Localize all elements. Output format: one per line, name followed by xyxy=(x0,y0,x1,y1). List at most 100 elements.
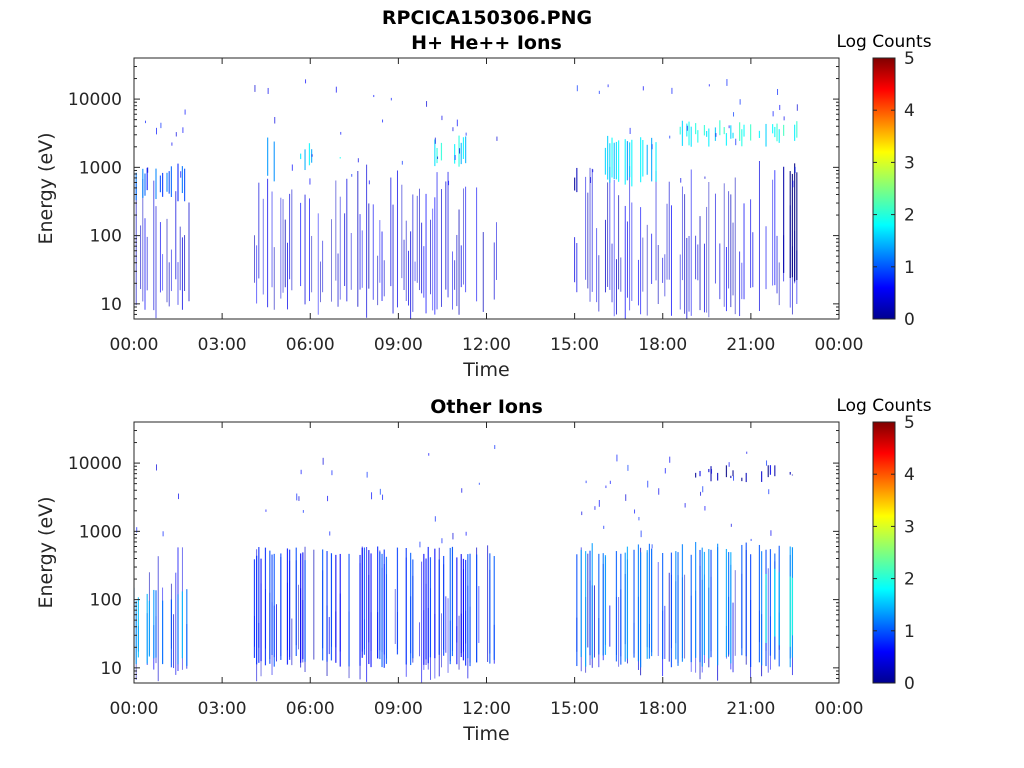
spectrogram-speckle xyxy=(770,530,772,536)
spectrogram-speckle xyxy=(441,538,443,544)
spectrogram-speckle xyxy=(368,180,370,185)
spectrogram-speckle xyxy=(671,87,673,94)
spectrogram-speckle xyxy=(366,471,368,478)
spectrogram-speckle xyxy=(465,531,467,536)
y-tick-label: 10 xyxy=(100,659,122,679)
spectrogram-speckle xyxy=(609,480,611,484)
spectrogram-speckle xyxy=(331,470,333,476)
spectrogram-speckle xyxy=(581,511,583,516)
spectrogram-speckle xyxy=(156,464,157,471)
spectrogram-speckle xyxy=(162,531,164,537)
colorbar-tick-label: 0 xyxy=(904,674,915,694)
spectrogram-speckle xyxy=(145,120,146,124)
spectrogram-speckle xyxy=(603,525,605,529)
colorbar-tick-label: 2 xyxy=(904,206,915,226)
spectrogram-speckle xyxy=(733,112,735,117)
spectrogram-speckle xyxy=(327,495,329,502)
spectrogram-speckle xyxy=(585,480,587,484)
spectrogram-speckle xyxy=(715,133,717,137)
spectrogram-speckle xyxy=(590,177,592,183)
spectrogram-speckle xyxy=(728,462,730,467)
x-tick-label: 18:00 xyxy=(638,699,687,719)
spectrogram-speckle xyxy=(607,84,609,88)
spectrogram-speckle xyxy=(627,464,629,471)
colorbar-gradient xyxy=(872,57,896,320)
spectrogram-speckle xyxy=(669,135,671,139)
x-tick-label: 09:00 xyxy=(374,335,423,355)
spectrogram-speckle xyxy=(664,468,666,474)
colorbar-tick-label: 5 xyxy=(904,413,915,433)
spectrogram-speckle xyxy=(437,156,439,159)
spectrogram-speckle xyxy=(680,178,682,183)
panel-1: 00:00 03:00 06:00 09:00 12:00 15:00 18:00 21:00… xyxy=(35,32,932,381)
x-tick-label: 15:00 xyxy=(550,699,599,719)
spectrogram-speckle xyxy=(296,493,298,501)
x-tick-label: 12:00 xyxy=(462,335,511,355)
spectrogram-speckle xyxy=(335,86,337,93)
x-axis-label: Time xyxy=(462,723,510,745)
spectrogram-speckle xyxy=(267,87,269,94)
spectrogram-speckle xyxy=(401,160,403,165)
spectrogram-speckle xyxy=(302,510,304,513)
spectrogram-speckle xyxy=(434,516,436,522)
spectrogram-speckle xyxy=(156,127,157,135)
x-tick-label: 15:00 xyxy=(550,335,599,355)
spectrogram-speckle xyxy=(704,176,706,179)
spectrogram-speckle xyxy=(598,499,600,507)
y-axis-label: Energy (eV) xyxy=(35,132,57,244)
spectrogram-speckle xyxy=(726,79,728,86)
spectrogram-speckle xyxy=(642,86,644,91)
spectrogram-speckle xyxy=(768,489,770,495)
spectrogram-speckle xyxy=(700,491,702,496)
y-tick-label: 100 xyxy=(90,591,122,611)
spectrogram-speckle xyxy=(452,532,454,540)
spectrogram-speckle xyxy=(171,142,173,146)
spectrogram-speckle xyxy=(329,531,331,536)
spectrogram-speckle xyxy=(311,154,313,157)
x-tick-label: 09:00 xyxy=(374,699,423,719)
spectrogram-speckle xyxy=(456,119,458,127)
x-tick-label: 06:00 xyxy=(286,335,335,355)
spectrogram-speckle xyxy=(419,541,421,548)
spectrogram-speckle xyxy=(702,486,704,493)
spectrogram-speckle xyxy=(625,494,627,501)
plot-area xyxy=(134,422,839,683)
spectrogram-speckle xyxy=(382,119,384,123)
spectrogram-speckle xyxy=(658,488,660,495)
colorbar-tick-label: 1 xyxy=(904,258,915,278)
x-tick-label: 12:00 xyxy=(462,699,511,719)
colorbar-label: Log Counts xyxy=(836,32,931,52)
spectrogram-speckle xyxy=(175,132,177,137)
spectrogram-speckle xyxy=(426,101,428,107)
y-tick-label: 1000 xyxy=(79,158,122,178)
spectrogram-speckle xyxy=(733,475,735,481)
x-tick-label: 00:00 xyxy=(815,335,864,355)
x-tick-label: 06:00 xyxy=(286,699,335,719)
x-tick-label: 03:00 xyxy=(198,699,247,719)
spectrogram-speckle xyxy=(598,90,600,94)
spectrogram-speckle xyxy=(746,451,748,454)
spectrogram-speckle xyxy=(461,488,463,493)
spectrogram-speckle xyxy=(465,132,467,136)
spectrogram-speckle xyxy=(576,85,578,92)
x-tick-label: 21:00 xyxy=(726,699,775,719)
spectrogram-speckle xyxy=(180,171,182,178)
spectrogram-speckle xyxy=(640,530,642,538)
y-tick-label: 10000 xyxy=(68,90,122,110)
panel-title: H+ He++ Ions xyxy=(411,32,562,54)
spectrogram-speckle xyxy=(454,155,456,160)
spectrogram-speckle xyxy=(434,137,436,144)
spectrogram-speckle xyxy=(382,494,384,500)
x-tick-label: 00:00 xyxy=(110,335,159,355)
spectrogram-speckle xyxy=(178,493,179,500)
spectrogram xyxy=(134,445,794,683)
panel-2: 00:00 03:00 06:00 09:00 12:00 15:00 18:00 21:00… xyxy=(35,396,932,745)
spectrogram-speckle xyxy=(300,469,302,475)
spectrogram-speckle xyxy=(708,84,710,87)
colorbar-tick-label: 4 xyxy=(904,101,915,121)
spectrogram-speckle xyxy=(371,492,373,500)
colorbar-tick-label: 5 xyxy=(904,49,915,69)
spectrogram-speckle xyxy=(351,174,353,177)
spectrogram-speckle xyxy=(592,169,594,173)
